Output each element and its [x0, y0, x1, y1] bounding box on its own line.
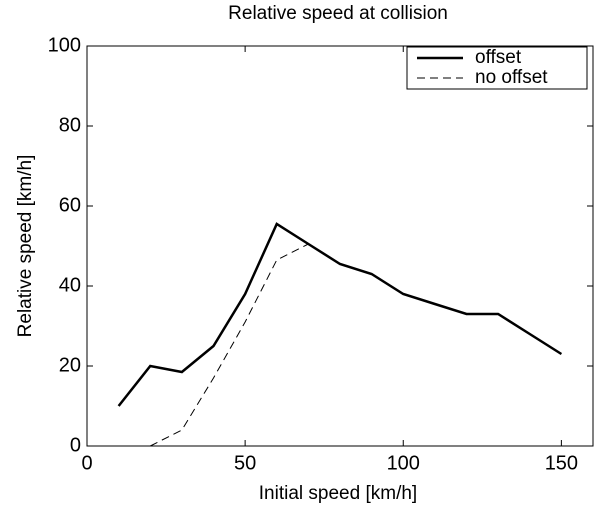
x-tick-label: 0 — [81, 452, 92, 474]
plot-area — [86, 45, 594, 447]
x-axis-label: Initial speed [km/h] — [259, 483, 417, 504]
y-tick-label: 60 — [59, 194, 81, 216]
x-tick-label: 50 — [234, 452, 256, 474]
y-axis-label: Relative speed [km/h] — [15, 155, 36, 338]
y-tick-label: 80 — [59, 114, 81, 136]
y-tick-label: 40 — [59, 274, 81, 296]
x-tick-label: 100 — [387, 452, 420, 474]
y-tick-label: 100 — [48, 34, 81, 56]
legend-label: offset — [475, 47, 522, 68]
chart-title: Relative speed at collision — [228, 3, 448, 24]
legend-label: no offset — [475, 67, 548, 88]
x-tick-label: 150 — [545, 452, 578, 474]
series-line — [150, 243, 562, 447]
legend-box — [406, 46, 588, 90]
y-tick-label: 20 — [59, 354, 81, 376]
y-tick-label: 0 — [70, 434, 81, 456]
series-line — [117, 222, 563, 407]
